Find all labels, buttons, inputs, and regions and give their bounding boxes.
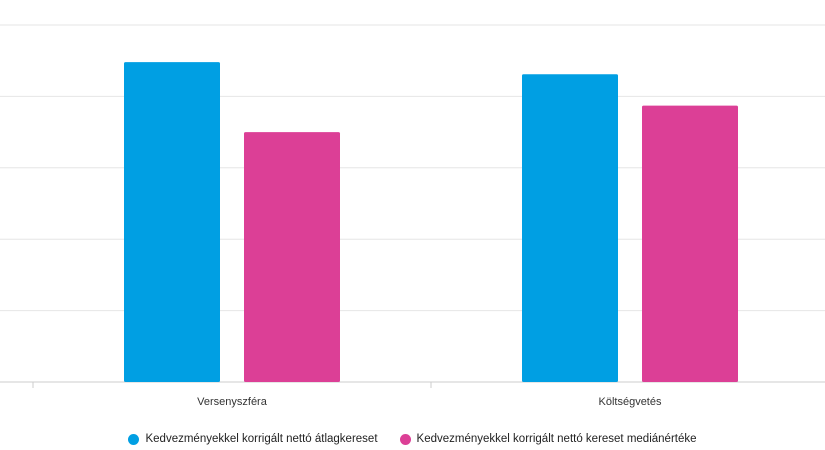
legend-marker-mean	[128, 433, 140, 445]
bar-median-2	[642, 105, 738, 382]
bar-mean-2	[522, 74, 618, 383]
legend-label-mean: Kedvezményekkel korrigált nettó átlagker…	[145, 433, 378, 445]
legend-item-mean[interactable]: Kedvezményekkel korrigált nettó átlagker…	[128, 433, 378, 445]
bar-chart: Versenyszféra Költségvetés	[0, 24, 825, 408]
legend-marker-median	[399, 433, 411, 445]
bar-mean-1	[124, 62, 220, 383]
bar-median-1	[244, 132, 340, 382]
x-tick-label: Költségvetés	[599, 396, 662, 408]
legend: Kedvezményekkel korrigált nettó átlagker…	[0, 433, 825, 445]
legend-label-median: Kedvezményekkel korrigált nettó kereset …	[416, 433, 697, 445]
legend-item-median[interactable]: Kedvezményekkel korrigált nettó kereset …	[399, 433, 697, 445]
x-tick-label: Versenyszféra	[197, 396, 268, 408]
